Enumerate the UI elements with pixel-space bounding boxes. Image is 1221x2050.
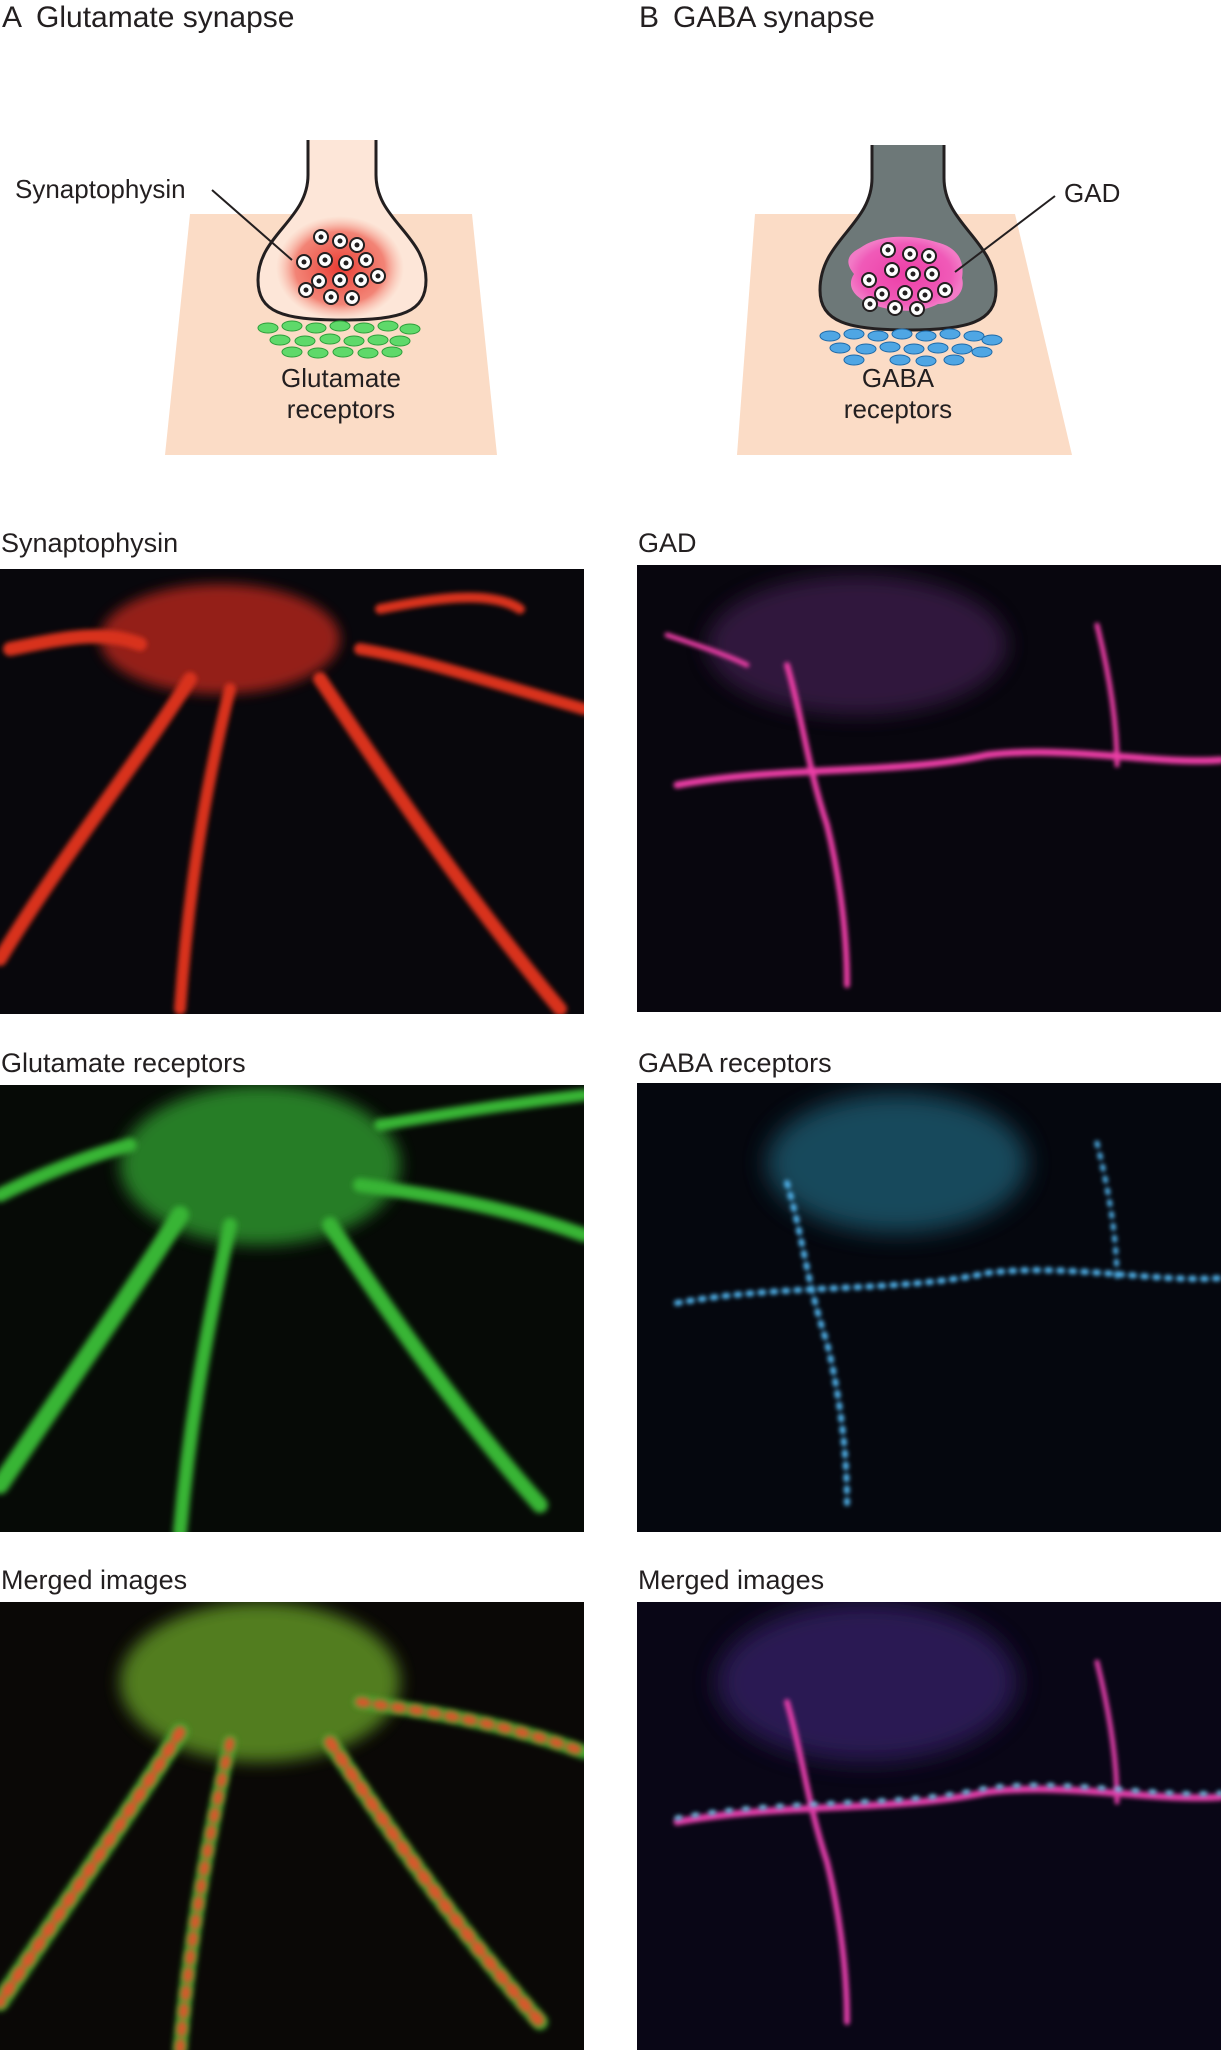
gaba-synaptic-vesicles [861,242,953,317]
panel-a-letter: A [2,1,23,34]
gad-callout-line [954,195,1056,273]
merged-gaba-micrograph [637,1602,1221,2050]
gaba-receptors-label-line1: GABA [861,363,935,393]
panel-b-letter: B [639,1,660,34]
panel-a-title-text: Glutamate synapse [36,1,295,34]
gad-micrograph [637,565,1221,1012]
merged-glutamate-micrograph [0,1602,584,2050]
gaba-synapse-diagram [737,145,1072,455]
glutamate-receptors-label-line1: Glutamate [281,363,401,393]
glutamate-receptors-image-label: Glutamate receptors [1,1048,246,1078]
gad-callout-label: GAD [1064,178,1121,208]
glutamate-receptors-label-line2: receptors [286,394,396,424]
gaba-synaptic-vesicle-cores [866,247,948,312]
panel-b-title: B GABA synapse [639,0,875,36]
gaba-receptors-label-line2: receptors [843,394,953,424]
synaptophysin-image-label: Synaptophysin [1,528,179,558]
glutamate-receptors-micrograph [0,1085,584,1532]
merged-images-label-a: Merged images [1,1565,188,1595]
gad-image-label: GAD [638,528,697,558]
gaba-receptors [819,328,1003,367]
panel-a-title: A Glutamate synapse [2,0,295,36]
synaptophysin-callout-line [211,189,293,261]
gaba-receptors-image-label: GABA receptors [638,1048,832,1078]
glutamate-synapse-diagram [165,140,497,455]
gaba-receptors-diagram-label: GABA receptors [793,363,1003,425]
merged-images-label-b: Merged images [638,1565,825,1595]
synaptophysin-micrograph [0,569,584,1014]
synaptophysin-callout-label: Synaptophysin [15,174,186,204]
panel-b-title-text: GABA synapse [673,1,875,34]
glutamate-receptors [257,320,421,359]
glutamate-receptors-diagram-label: Glutamate receptors [236,363,446,425]
gaba-receptors-micrograph [637,1083,1221,1532]
synaptic-vesicle-cores [301,234,381,301]
